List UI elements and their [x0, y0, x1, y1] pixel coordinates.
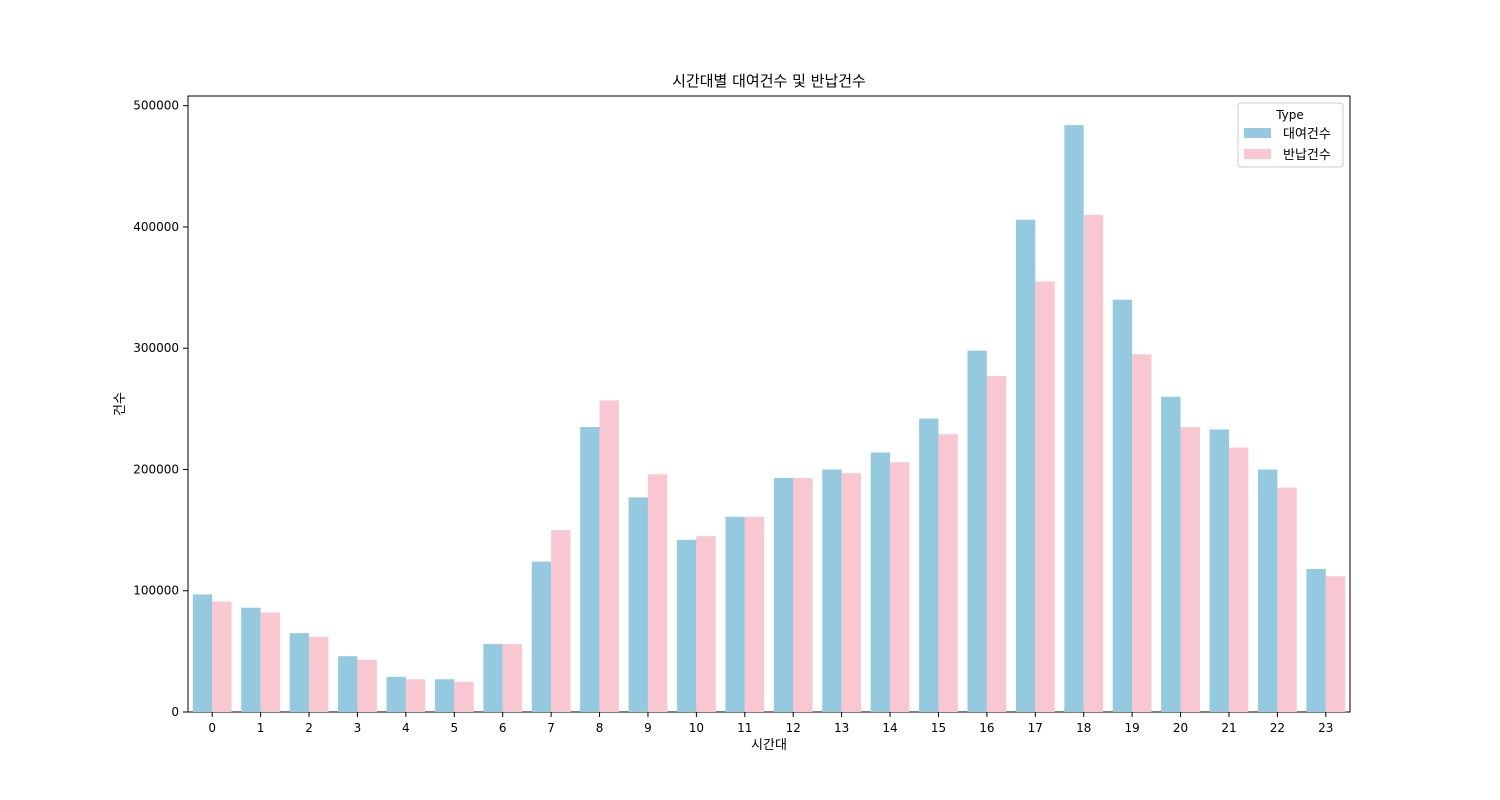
x-tick-label: 10: [689, 721, 704, 735]
bar-return-17: [1035, 281, 1055, 712]
bar-return-0: [212, 601, 232, 712]
x-tick-label: 5: [450, 721, 458, 735]
bar-return-5: [454, 681, 474, 712]
bar-rental-3: [338, 656, 358, 712]
y-tick-label: 400000: [133, 220, 179, 234]
legend-swatch-return: [1244, 149, 1271, 159]
x-tick-label: 9: [644, 721, 652, 735]
bar-return-12: [793, 477, 813, 712]
bar-rental-19: [1112, 299, 1133, 712]
x-tick-label: 12: [786, 721, 801, 735]
y-ticks-group: 0 100000 200000 300000 400000 500000: [133, 99, 188, 719]
chart-title: 시간대별 대여건수 및 반납건수: [672, 72, 866, 90]
bar-return-21: [1228, 447, 1249, 712]
x-tick-label: 23: [1318, 721, 1333, 735]
legend-title: Type: [1275, 108, 1304, 122]
bar-rental-14: [870, 452, 891, 712]
bar-return-7: [551, 530, 571, 712]
bar-return-19: [1132, 354, 1152, 712]
bar-rental-16: [967, 350, 987, 712]
x-tick-label: 19: [1124, 721, 1139, 735]
bar-return-10: [696, 536, 716, 712]
y-tick-label: 0: [171, 705, 179, 719]
bar-return-11: [744, 516, 765, 712]
bar-return-3: [357, 659, 377, 712]
bar-return-9: [647, 474, 668, 712]
bar-return-15: [938, 434, 958, 712]
y-tick-label: 100000: [133, 584, 179, 598]
bar-return-20: [1180, 427, 1200, 712]
bar-return-18: [1083, 214, 1104, 712]
bar-return-2: [309, 636, 329, 712]
bar-return-6: [502, 644, 523, 712]
x-tick-label: 13: [834, 721, 849, 735]
x-axis-label: 시간대: [751, 738, 787, 753]
bar-return-16: [986, 376, 1007, 712]
bar-return-23: [1325, 576, 1346, 712]
x-tick-label: 18: [1076, 721, 1091, 735]
bar-rental-21: [1209, 429, 1229, 712]
x-tick-label: 2: [305, 721, 313, 735]
bar-rental-12: [773, 477, 794, 712]
legend-swatch-rental: [1244, 128, 1271, 138]
bar-rental-1: [241, 607, 261, 712]
bar-rental-7: [531, 561, 552, 712]
bar-rental-22: [1258, 469, 1278, 712]
x-tick-label: 3: [354, 721, 362, 735]
x-tick-label: 7: [547, 721, 555, 735]
x-tick-label: 0: [208, 721, 216, 735]
y-axis-label: 건수: [113, 392, 128, 416]
bar-return-13: [841, 473, 861, 712]
x-tick-label: 1: [257, 721, 265, 735]
x-tick-label: 6: [499, 721, 507, 735]
x-tick-label: 14: [882, 721, 897, 735]
bar-rental-4: [386, 676, 406, 712]
x-tick-label: 20: [1173, 721, 1188, 735]
bar-return-8: [599, 400, 619, 712]
legend-label-return: 반납건수: [1283, 148, 1331, 163]
bar-rental-10: [677, 539, 697, 712]
bar-rental-13: [822, 469, 842, 712]
bar-rental-11: [725, 516, 745, 712]
y-tick-label: 500000: [133, 99, 179, 113]
x-tick-label: 22: [1270, 721, 1285, 735]
bar-rental-9: [628, 497, 648, 712]
x-ticks-group: 0 1 2 3 4 5 6 7 8 9 10 11 12 13 14 15 16 17 18 19 20 21 22 23: [208, 712, 1333, 735]
bar-rental-0: [192, 594, 213, 712]
x-tick-label: 4: [402, 721, 410, 735]
bar-return-22: [1277, 487, 1297, 712]
bar-rental-18: [1064, 125, 1084, 713]
x-tick-label: 15: [931, 721, 946, 735]
plot-area: [187, 95, 1351, 713]
x-tick-label: 11: [737, 721, 752, 735]
legend: Type 대여건수 반납건수: [1237, 102, 1344, 168]
bar-rental-6: [483, 644, 503, 712]
bar-rental-2: [289, 633, 310, 712]
bar-rental-8: [580, 427, 600, 712]
bar-rental-5: [434, 679, 455, 712]
bars-group: [192, 125, 1346, 713]
y-tick-label: 200000: [133, 462, 179, 476]
x-tick-label: 16: [979, 721, 994, 735]
y-tick-label: 300000: [133, 341, 179, 355]
bar-return-4: [405, 679, 426, 712]
x-tick-label: 17: [1028, 721, 1043, 735]
bar-return-1: [260, 612, 280, 712]
legend-label-rental: 대여건수: [1283, 127, 1331, 142]
x-tick-label: 8: [596, 721, 604, 735]
bar-rental-17: [1015, 219, 1036, 712]
bar-rental-15: [919, 418, 939, 712]
bar-return-14: [890, 462, 910, 712]
x-tick-label: 21: [1221, 721, 1236, 735]
bar-rental-20: [1161, 396, 1181, 712]
bar-rental-23: [1306, 568, 1326, 712]
